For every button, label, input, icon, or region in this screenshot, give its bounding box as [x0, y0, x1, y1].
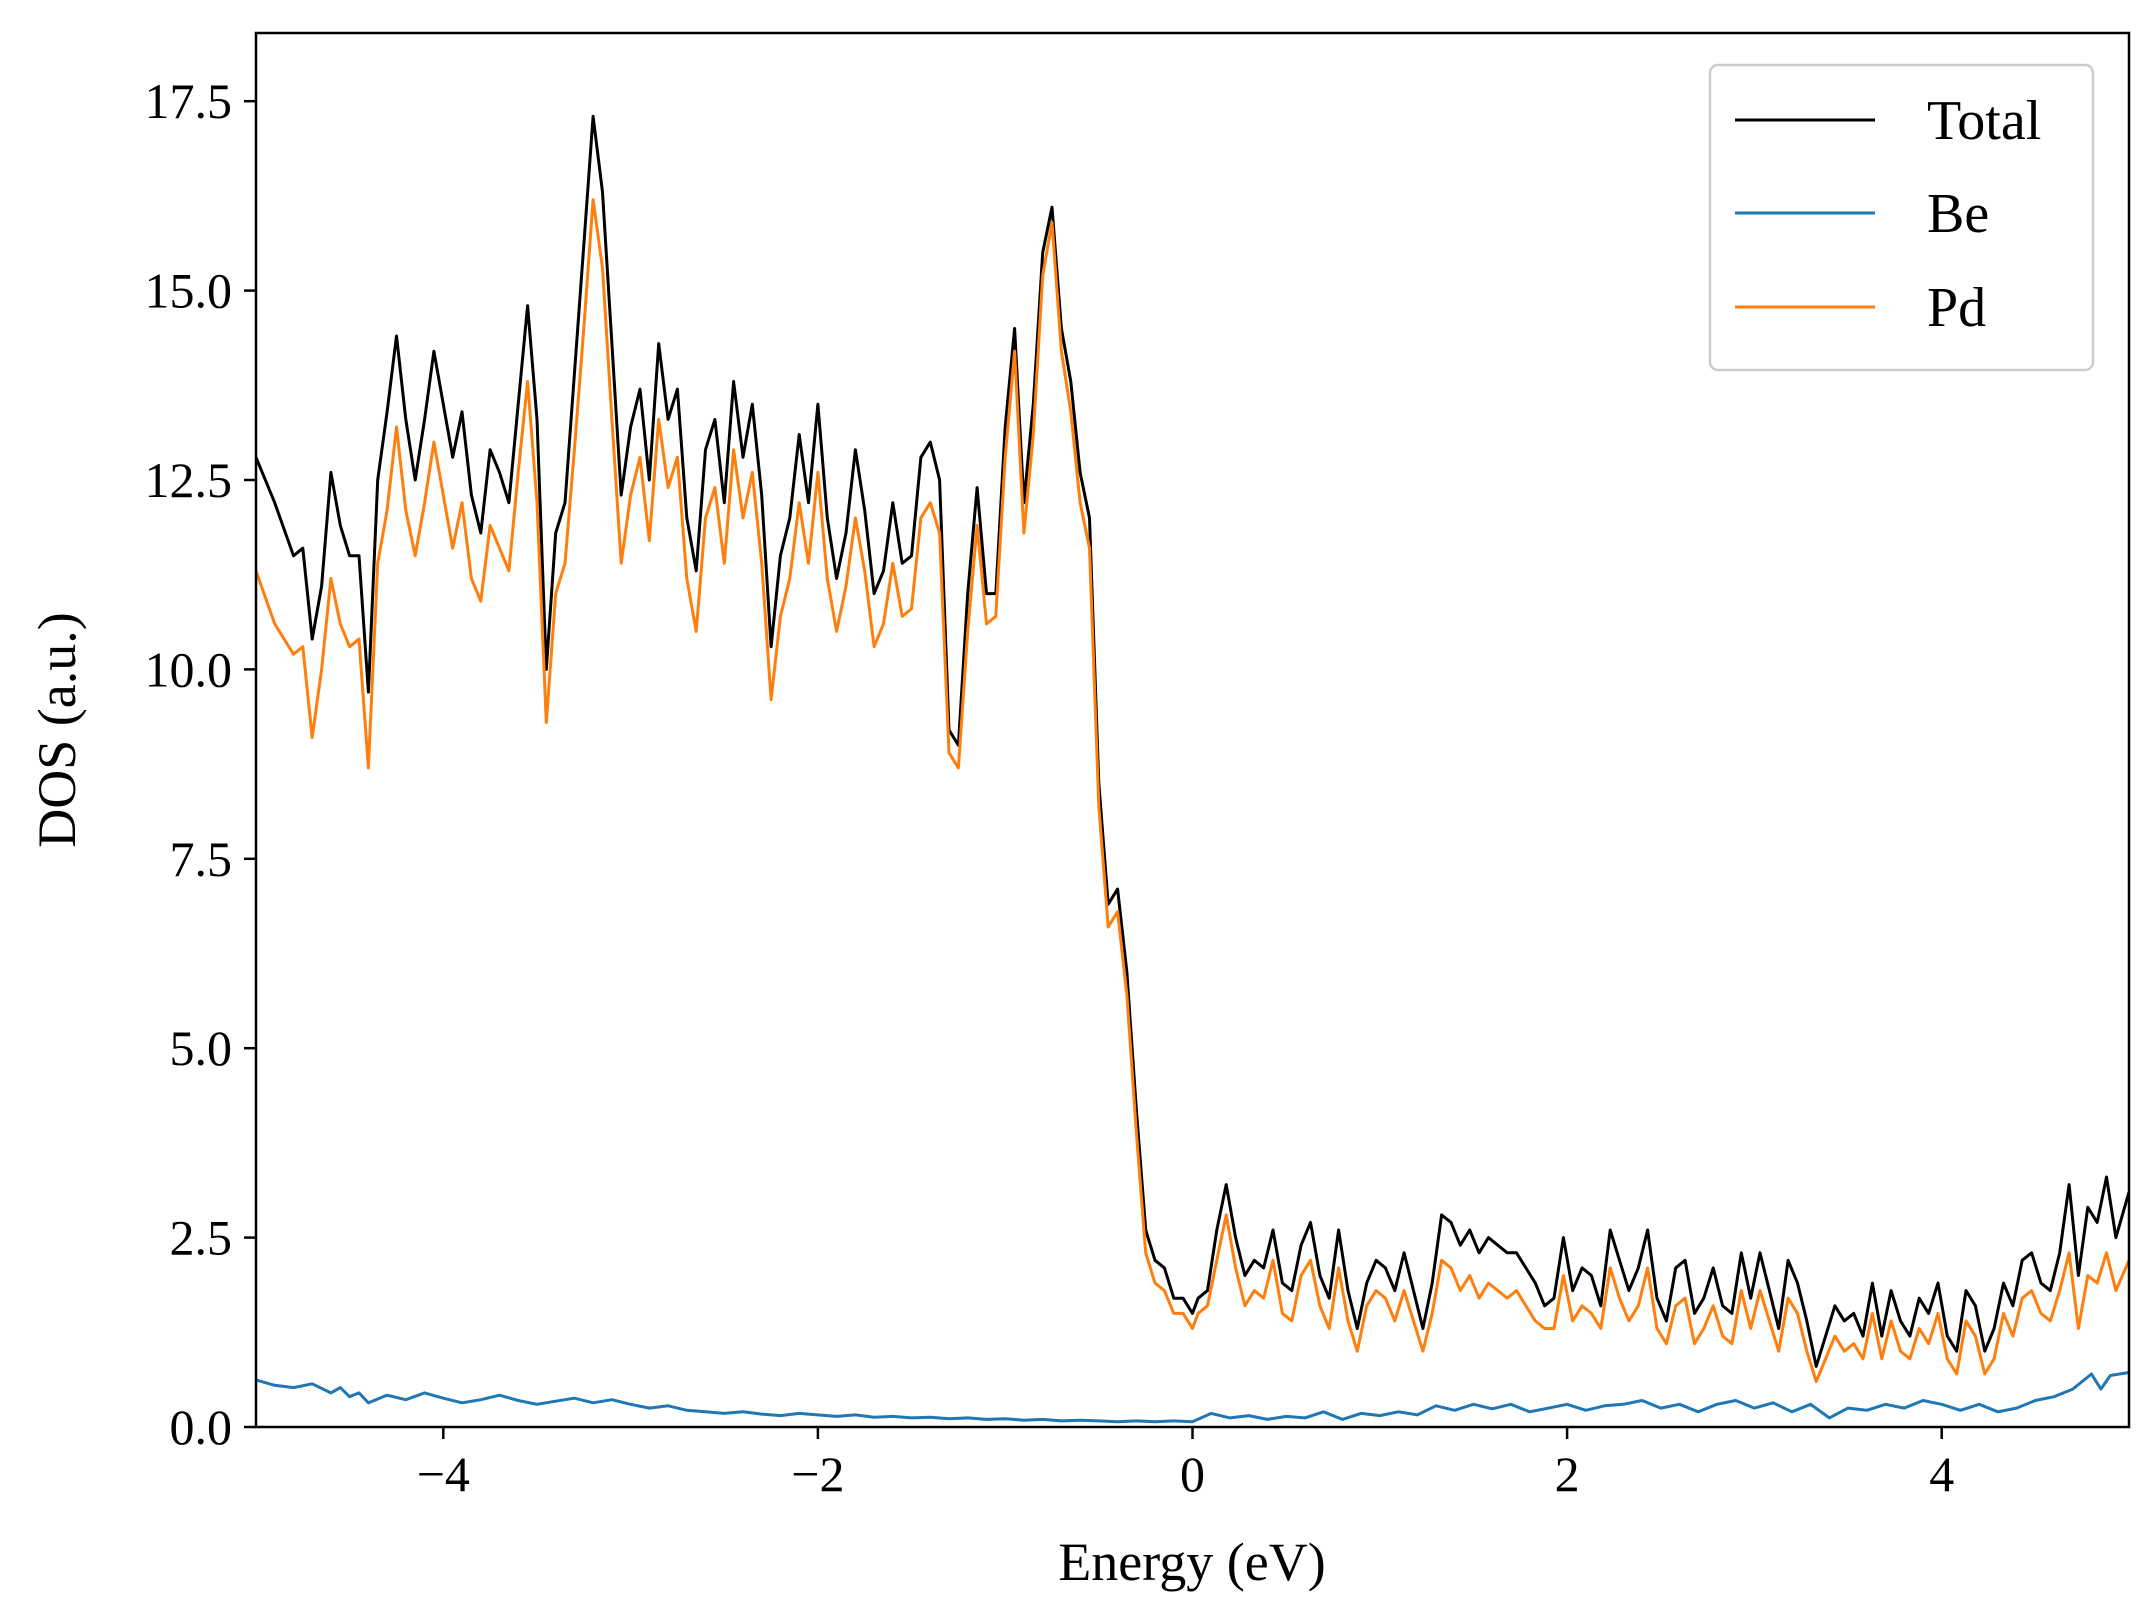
- y-axis-label: DOS (a.u.): [27, 612, 87, 847]
- series-line-total: [256, 114, 2129, 1368]
- y-tick-label: 15.0: [145, 263, 233, 319]
- legend-label-be: Be: [1927, 183, 1989, 245]
- y-tick-label: 10.0: [145, 641, 233, 697]
- series-line-be: [256, 1371, 2129, 1424]
- x-tick-label: 0: [1180, 1446, 1205, 1502]
- legend: Total Be Pd: [1708, 63, 2095, 372]
- x-tick-label: 2: [1555, 1446, 1580, 1502]
- x-axis-ticks: −4 −2 0 2 4: [417, 1427, 1954, 1502]
- x-tick-label: −2: [791, 1446, 844, 1502]
- y-axis-ticks: 0.0 2.5 5.0 7.5 10.0 12.5 15.0 17.5: [145, 73, 256, 1455]
- legend-label-total: Total: [1927, 90, 2041, 152]
- x-tick-label: −4: [417, 1446, 470, 1502]
- y-tick-label: 5.0: [170, 1020, 233, 1076]
- series-layer: [256, 114, 2129, 1424]
- y-tick-label: 17.5: [145, 73, 233, 129]
- x-tick-label: 4: [1929, 1446, 1954, 1502]
- series-line-pd: [256, 198, 2129, 1383]
- y-tick-label: 2.5: [170, 1210, 233, 1266]
- y-tick-label: 7.5: [170, 831, 233, 887]
- y-tick-label: 12.5: [145, 452, 233, 508]
- legend-label-pd: Pd: [1927, 277, 1986, 339]
- x-axis-label: Energy (eV): [1058, 1532, 1325, 1592]
- legend-box: [1708, 63, 2095, 372]
- y-tick-label: 0.0: [170, 1399, 233, 1455]
